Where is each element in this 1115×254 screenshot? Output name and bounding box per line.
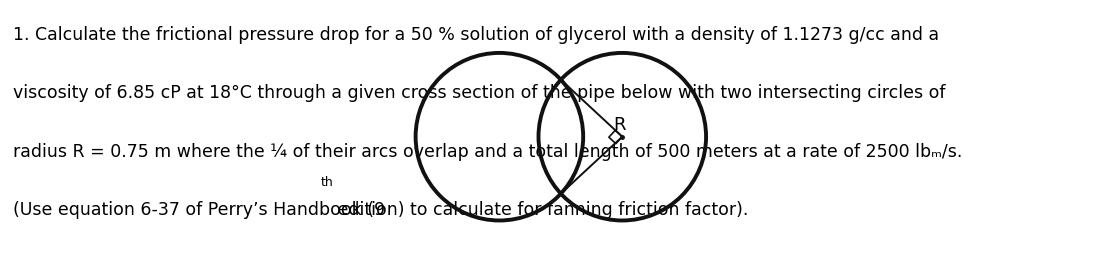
Text: R: R <box>613 115 626 133</box>
Text: th: th <box>321 175 333 188</box>
Text: viscosity of 6.85 cP at 18°C through a given cross section of the pipe below wit: viscosity of 6.85 cP at 18°C through a g… <box>13 84 946 102</box>
Text: radius R = 0.75 m where the ¼ of their arcs overlap and a total length of 500 me: radius R = 0.75 m where the ¼ of their a… <box>13 142 962 160</box>
Text: edition) to calculate for fanning friction factor).: edition) to calculate for fanning fricti… <box>331 201 748 219</box>
Text: 1. Calculate the frictional pressure drop for a 50 % solution of glycerol with a: 1. Calculate the frictional pressure dro… <box>13 25 940 43</box>
Text: (Use equation 6-37 of Perry’s Handbook (9: (Use equation 6-37 of Perry’s Handbook (… <box>13 201 386 219</box>
